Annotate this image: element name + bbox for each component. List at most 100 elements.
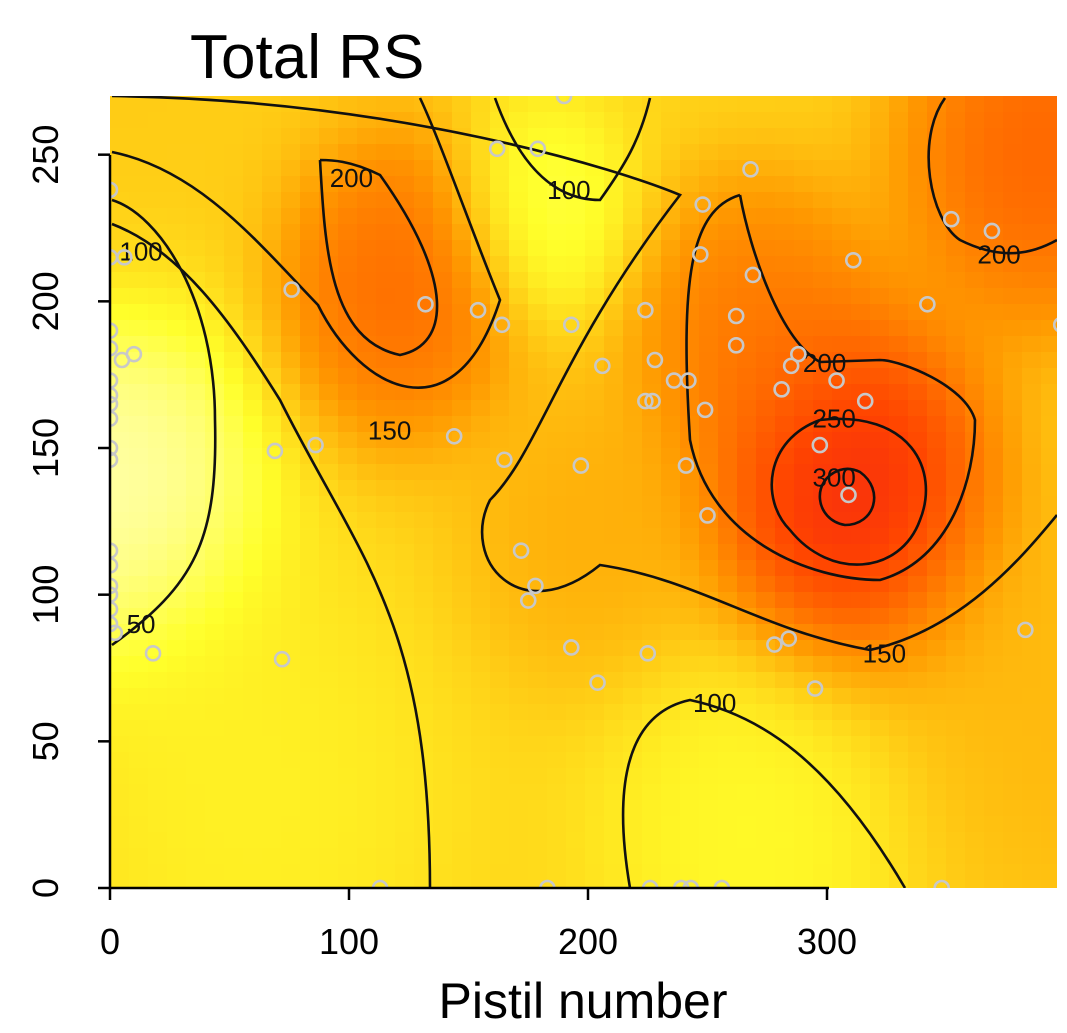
heat-cell [452, 304, 472, 321]
heat-cell [908, 160, 928, 177]
heat-cell [452, 736, 472, 753]
heat-cell [965, 672, 985, 689]
heat-cell [965, 624, 985, 641]
heat-cell [376, 640, 396, 657]
heat-cell [395, 256, 415, 273]
heat-cell [243, 192, 263, 209]
heat-cell [585, 352, 605, 369]
heat-cell [642, 784, 662, 801]
heat-cell [813, 608, 833, 625]
heat-cell [148, 176, 168, 193]
heat-cell [452, 464, 472, 481]
heat-cell [338, 528, 358, 545]
heat-cell [946, 432, 966, 449]
heat-cell [623, 704, 643, 721]
heat-cell [243, 848, 263, 865]
heat-cell [509, 112, 529, 129]
heat-cell [870, 272, 890, 289]
heat-cell [338, 496, 358, 513]
heat-cell [699, 560, 719, 577]
heat-cell [357, 816, 377, 833]
heat-cell [718, 592, 738, 609]
heat-cell [965, 656, 985, 673]
heat-cell [357, 592, 377, 609]
heat-cell [832, 752, 852, 769]
heat-cell [528, 608, 548, 625]
heat-cell [851, 832, 871, 849]
heat-cell [889, 736, 909, 753]
heat-cell [433, 464, 453, 481]
heat-cell [319, 656, 339, 673]
heat-cell [870, 400, 890, 417]
heat-cell [908, 608, 928, 625]
heat-cell [452, 768, 472, 785]
sample-point [110, 624, 124, 642]
heat-cell [395, 880, 415, 888]
heat-cell [566, 544, 586, 561]
heat-cell [243, 832, 263, 849]
heat-cell [547, 464, 567, 481]
heat-cell [946, 416, 966, 433]
heat-cell [585, 576, 605, 593]
heat-cell [908, 576, 928, 593]
heat-cell [585, 304, 605, 321]
heat-cell [547, 448, 567, 465]
heat-cell [509, 656, 529, 673]
heat-cell [509, 864, 529, 881]
y-tick-label: 0 [25, 878, 66, 898]
heat-cell [642, 560, 662, 577]
heat-cell [471, 272, 491, 289]
heat-cell [623, 384, 643, 401]
heat-cell [946, 784, 966, 801]
heat-cell [813, 256, 833, 273]
heat-cell [832, 160, 852, 177]
heat-cell [281, 144, 301, 161]
heat-cell [300, 240, 320, 257]
heat-cell [927, 256, 947, 273]
heat-cell [1041, 144, 1057, 161]
heat-cell [1022, 480, 1042, 497]
heat-cell [395, 304, 415, 321]
heat-cell [338, 208, 358, 225]
heat-cell [452, 288, 472, 305]
heat-cell [357, 128, 377, 145]
heat-cell [281, 560, 301, 577]
heat-cell [604, 240, 624, 257]
heat-cell [167, 672, 187, 689]
heat-cell [376, 448, 396, 465]
heat-cell [870, 176, 890, 193]
heat-cell [243, 576, 263, 593]
heat-cell [376, 720, 396, 737]
heat-cell [376, 192, 396, 209]
heat-cell [414, 208, 434, 225]
heat-cell [357, 688, 377, 705]
heat-cell [1041, 784, 1057, 801]
heat-cell [509, 768, 529, 785]
heat-cell [148, 816, 168, 833]
heat-cell [319, 352, 339, 369]
sample-point [110, 601, 119, 618]
heat-cell [661, 592, 681, 609]
heat-cell [224, 512, 244, 529]
heat-cell [775, 128, 795, 145]
heat-cell [110, 336, 130, 353]
heat-cell [414, 176, 434, 193]
heat-cell [338, 144, 358, 161]
heat-cell [984, 592, 1004, 609]
heat-cell [737, 800, 757, 817]
heat-cell [300, 688, 320, 705]
heat-cell [243, 400, 263, 417]
heat-cell [395, 176, 415, 193]
heat-cell [1022, 96, 1042, 113]
sample-points [110, 96, 1057, 888]
heat-cell [357, 864, 377, 881]
heat-cell [262, 720, 282, 737]
heat-cell [813, 816, 833, 833]
heat-cell [642, 416, 662, 433]
heat-cell [224, 224, 244, 241]
heat-cell [509, 400, 529, 417]
heat-cell [376, 240, 396, 257]
heat-cell [756, 496, 776, 513]
heat-cell [490, 880, 510, 888]
heat-cell [737, 176, 757, 193]
